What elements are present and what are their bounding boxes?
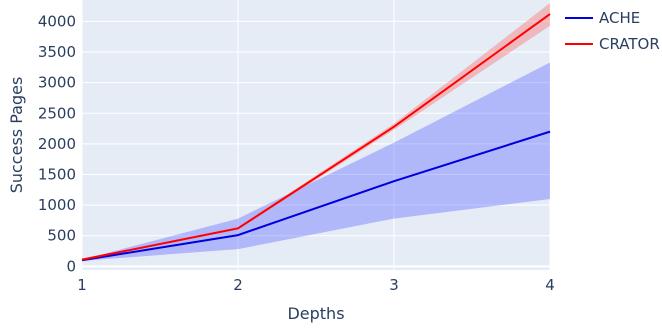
legend: ACHE CRATOR (565, 9, 660, 53)
confidence-bands (82, 3, 550, 261)
legend-label-crator: CRATOR (599, 35, 660, 53)
y-axis-title: Success Pages (7, 77, 26, 194)
y-tick-label: 0 (66, 257, 76, 275)
x-tick-label: 2 (233, 276, 243, 294)
y-tick-label: 2000 (38, 135, 76, 153)
series-lines (81, 13, 551, 262)
y-tick-labels: 0 500 1000 1500 2000 2500 3000 3500 4000 (38, 12, 76, 275)
plot-background (82, 0, 550, 270)
y-tick-label: 3500 (38, 43, 76, 61)
ache-confidence-band (82, 62, 550, 261)
x-tick-label: 3 (389, 276, 399, 294)
grid-lines (81, 0, 551, 270)
legend-label-ache: ACHE (599, 9, 640, 27)
ache-series-line (81, 130, 551, 262)
y-tick-label: 500 (47, 227, 76, 245)
y-tick-label: 4000 (38, 12, 76, 30)
y-tick-label: 1500 (38, 165, 76, 183)
y-tick-label: 3000 (38, 74, 76, 92)
x-tick-labels: 1 2 3 4 (77, 276, 555, 294)
x-tick-label: 4 (545, 276, 555, 294)
y-tick-label: 2500 (38, 104, 76, 122)
y-tick-label: 1000 (38, 196, 76, 214)
x-tick-label: 1 (77, 276, 87, 294)
x-axis-title: Depths (287, 304, 344, 323)
crator-series-line (81, 13, 551, 261)
